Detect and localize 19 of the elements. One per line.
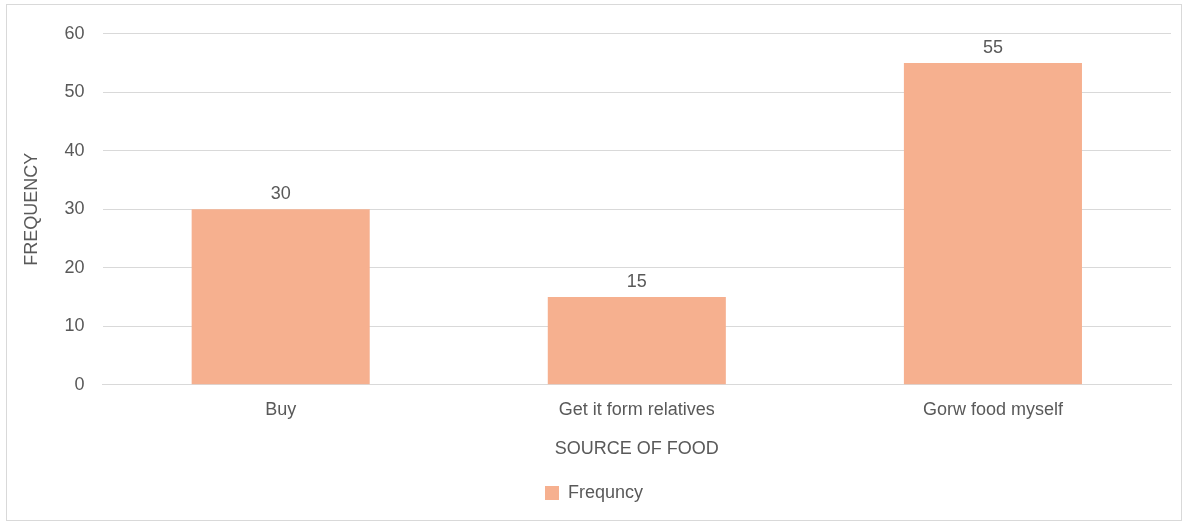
data-label: 30	[270, 183, 291, 204]
data-label: 55	[982, 37, 1003, 58]
x-tick-label: Buy	[265, 398, 297, 419]
y-tick-label: 40	[64, 139, 85, 160]
x-tick-label: Get it form relatives	[558, 398, 715, 419]
y-tick-label: 50	[64, 81, 85, 102]
y-tick-label: 60	[64, 22, 85, 43]
y-tick-label: 20	[64, 256, 85, 277]
legend-label: Frequncy	[567, 481, 644, 502]
y-tick-label: 0	[74, 373, 85, 394]
bar	[191, 209, 370, 385]
y-tick-label: 10	[64, 315, 85, 336]
data-label: 15	[626, 271, 647, 292]
y-tick-label: 30	[64, 198, 85, 219]
bar	[547, 297, 726, 385]
y-axis-title: FREQUENCY	[20, 152, 41, 266]
x-tick-label: Gorw food myself	[922, 398, 1064, 419]
x-axis-title: SOURCE OF FOOD	[554, 438, 719, 459]
bar	[903, 63, 1082, 385]
